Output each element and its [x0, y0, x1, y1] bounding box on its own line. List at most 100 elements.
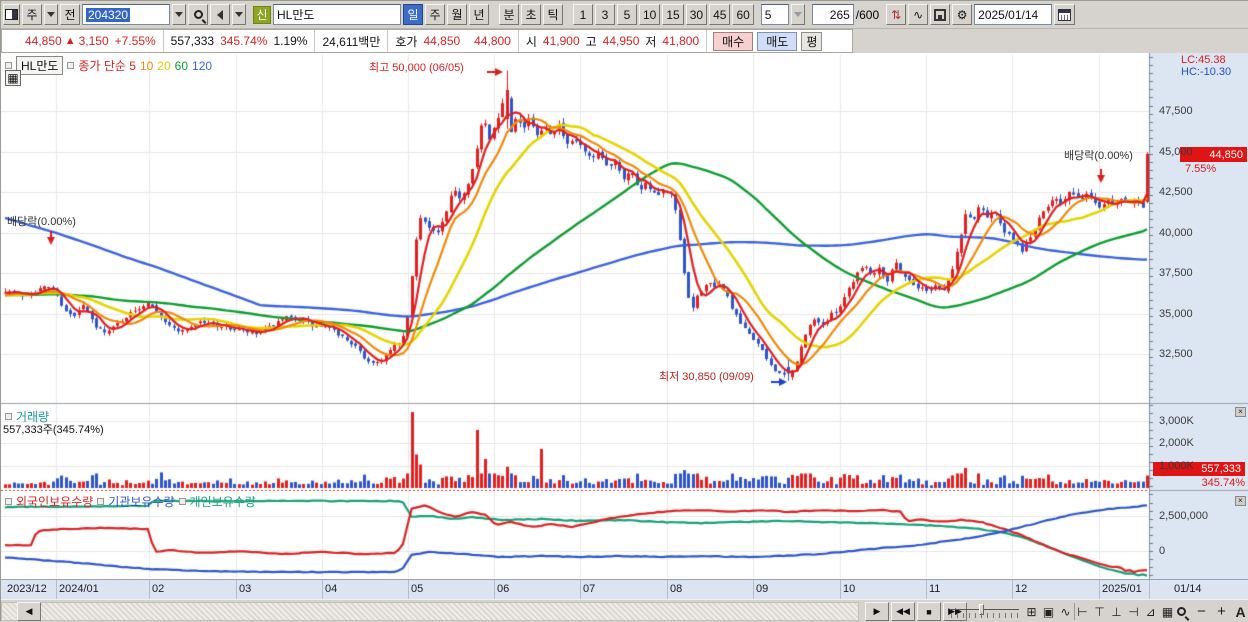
- chart-type-dropdown[interactable]: [44, 4, 58, 25]
- window-menu-button[interactable]: [3, 4, 20, 25]
- open-price: 41,900: [542, 34, 580, 48]
- rewind-button[interactable]: ◀◀: [891, 602, 915, 621]
- forward-button[interactable]: ▶▶: [943, 602, 967, 621]
- timeframe-second-button[interactable]: 초: [521, 4, 541, 25]
- legend-box-icon: [5, 62, 12, 69]
- period-10-button[interactable]: 10: [639, 4, 661, 25]
- timeframe-month-button[interactable]: 월: [447, 4, 467, 25]
- bottom-toolbar: ◀ ▶ ◀◀ ■ ▶▶ ⊞ ▣ ∿ ⊢ ⊤ ⊥ ⊣ ⊿ ▦ − + A: [1, 599, 1248, 622]
- high-label: 고: [585, 34, 597, 49]
- timeframe-week-button[interactable]: 주: [425, 4, 445, 25]
- x-axis-separator: [840, 580, 841, 600]
- legend-ma120: 120: [192, 58, 213, 73]
- play-button[interactable]: ▶: [865, 602, 889, 621]
- stop-button[interactable]: ■: [917, 602, 941, 621]
- sell-button[interactable]: 매도: [757, 31, 798, 51]
- stock-name-field[interactable]: HL만도: [273, 4, 401, 25]
- x-axis-separator: [1099, 580, 1100, 600]
- legend-stock-name[interactable]: HL만도: [16, 56, 64, 75]
- x-axis-label: 12: [1015, 583, 1028, 595]
- scale-bottom-axis-icon[interactable]: ⊥: [1111, 604, 1122, 619]
- settings-button[interactable]: ⚙: [952, 4, 973, 25]
- calendar-button[interactable]: [1054, 4, 1076, 25]
- chevron-down-icon: [235, 12, 243, 17]
- x-axis-label: 01/14: [1174, 583, 1202, 595]
- period-30-button[interactable]: 30: [685, 4, 708, 25]
- period-60-button[interactable]: 60: [732, 4, 754, 25]
- holders-legend: 외국인보유수량 기관보유수량 개인보유수량: [5, 493, 256, 510]
- x-axis-separator: [494, 580, 495, 600]
- chart-type-button[interactable]: 주: [22, 4, 42, 25]
- period-45-button[interactable]: 45: [709, 4, 731, 25]
- add-pane-icon[interactable]: ⊞: [1026, 604, 1037, 619]
- custom-period-dropdown[interactable]: [790, 4, 805, 25]
- prev-stock-button[interactable]: 전: [60, 4, 80, 25]
- new-stock-badge: 신: [253, 5, 271, 24]
- legend-ma20: 20: [157, 58, 171, 73]
- trade-value: 24,611백만: [322, 34, 381, 49]
- timeframe-minute-button[interactable]: 분: [499, 4, 519, 25]
- scroll-left-button[interactable]: ◀: [17, 602, 41, 621]
- buy-button[interactable]: 매수: [713, 31, 754, 51]
- date-input[interactable]: 2025/01/14: [974, 4, 1053, 25]
- volume-pane-close-button[interactable]: ×: [1235, 407, 1246, 417]
- holders-pane-close-button[interactable]: ×: [1235, 496, 1246, 506]
- volume-value: 557,333: [170, 34, 215, 48]
- x-axis-separator: [149, 580, 150, 600]
- volume-badge: 557,333: [1153, 462, 1245, 476]
- zoom-in-button[interactable]: +: [1217, 603, 1226, 620]
- voice-dropdown[interactable]: [232, 4, 246, 25]
- grid-tool-button[interactable]: ▦: [5, 70, 21, 86]
- save-button[interactable]: [930, 4, 951, 25]
- timeframe-year-button[interactable]: 년: [469, 4, 489, 25]
- low-price: 41,800: [662, 34, 700, 48]
- snapshot-icon[interactable]: ▦: [1161, 604, 1174, 619]
- custom-period-input[interactable]: 5: [760, 4, 789, 25]
- open-label: 시: [525, 34, 537, 49]
- trendline-button[interactable]: ∿: [908, 4, 929, 25]
- x-axis-label: 2024/01: [59, 583, 99, 595]
- quote-bar: 44,850 ▲ 3,150 +7.55% 557,333 345.74% 1.…: [1, 29, 853, 53]
- zoom-out-button[interactable]: −: [1197, 603, 1206, 620]
- x-axis-label: 04: [325, 583, 338, 595]
- scale-left-axis-icon[interactable]: ⊢: [1077, 604, 1088, 619]
- indicator-bars-icon[interactable]: ⊿: [1145, 604, 1156, 619]
- period-5-button[interactable]: 5: [617, 4, 637, 25]
- window-icon: [5, 9, 18, 20]
- speed-slider-track: [951, 609, 1019, 610]
- timeframe-tick-button[interactable]: 틱: [543, 4, 563, 25]
- x-axis-label: 09: [756, 583, 769, 595]
- x-axis-label: 02: [152, 583, 165, 595]
- price-change: 3,150: [78, 34, 109, 48]
- calendar-icon: [1058, 8, 1072, 21]
- avg-button[interactable]: 평: [801, 31, 823, 51]
- period-15-button[interactable]: 15: [662, 4, 684, 25]
- horizontal-scrollbar[interactable]: [1, 602, 859, 621]
- stock-code-input[interactable]: 204320: [82, 4, 170, 25]
- trendline-mode-icon[interactable]: ∿: [1060, 604, 1071, 619]
- price-change-pct: +7.55%: [114, 34, 156, 48]
- scale-top-axis-icon[interactable]: ⊤: [1094, 604, 1105, 619]
- x-axis-separator: [1012, 580, 1013, 600]
- turnover-rate: 1.19%: [273, 34, 308, 48]
- zoom-magnifier-button[interactable]: [1173, 602, 1190, 621]
- arrange-windows-icon[interactable]: ▣: [1042, 604, 1055, 619]
- legend-box-icon: [5, 498, 12, 505]
- chart-canvas[interactable]: [1, 53, 1248, 579]
- period-3-button[interactable]: 3: [595, 4, 615, 25]
- legend-ma-title: 종가 단순 5: [78, 59, 136, 73]
- x-axis-separator: [56, 580, 57, 600]
- font-size-button[interactable]: A: [1235, 603, 1246, 620]
- timeframe-day-button[interactable]: 일: [403, 4, 423, 25]
- quote-row: 44,850 ▲ 3,150 +7.55% 557,333 345.74% 1.…: [1, 29, 1248, 53]
- bar-count-input[interactable]: 265: [811, 4, 854, 25]
- code-dropdown[interactable]: [172, 4, 186, 25]
- institution-label: 기관보유수량: [108, 495, 175, 509]
- search-button[interactable]: [188, 4, 208, 25]
- period-1-button[interactable]: 1: [573, 4, 593, 25]
- compare-button[interactable]: ⇅: [886, 4, 907, 25]
- legend-box-icon: [67, 62, 75, 69]
- scale-right-axis-icon[interactable]: ⊣: [1128, 604, 1139, 619]
- voice-button[interactable]: [210, 4, 230, 25]
